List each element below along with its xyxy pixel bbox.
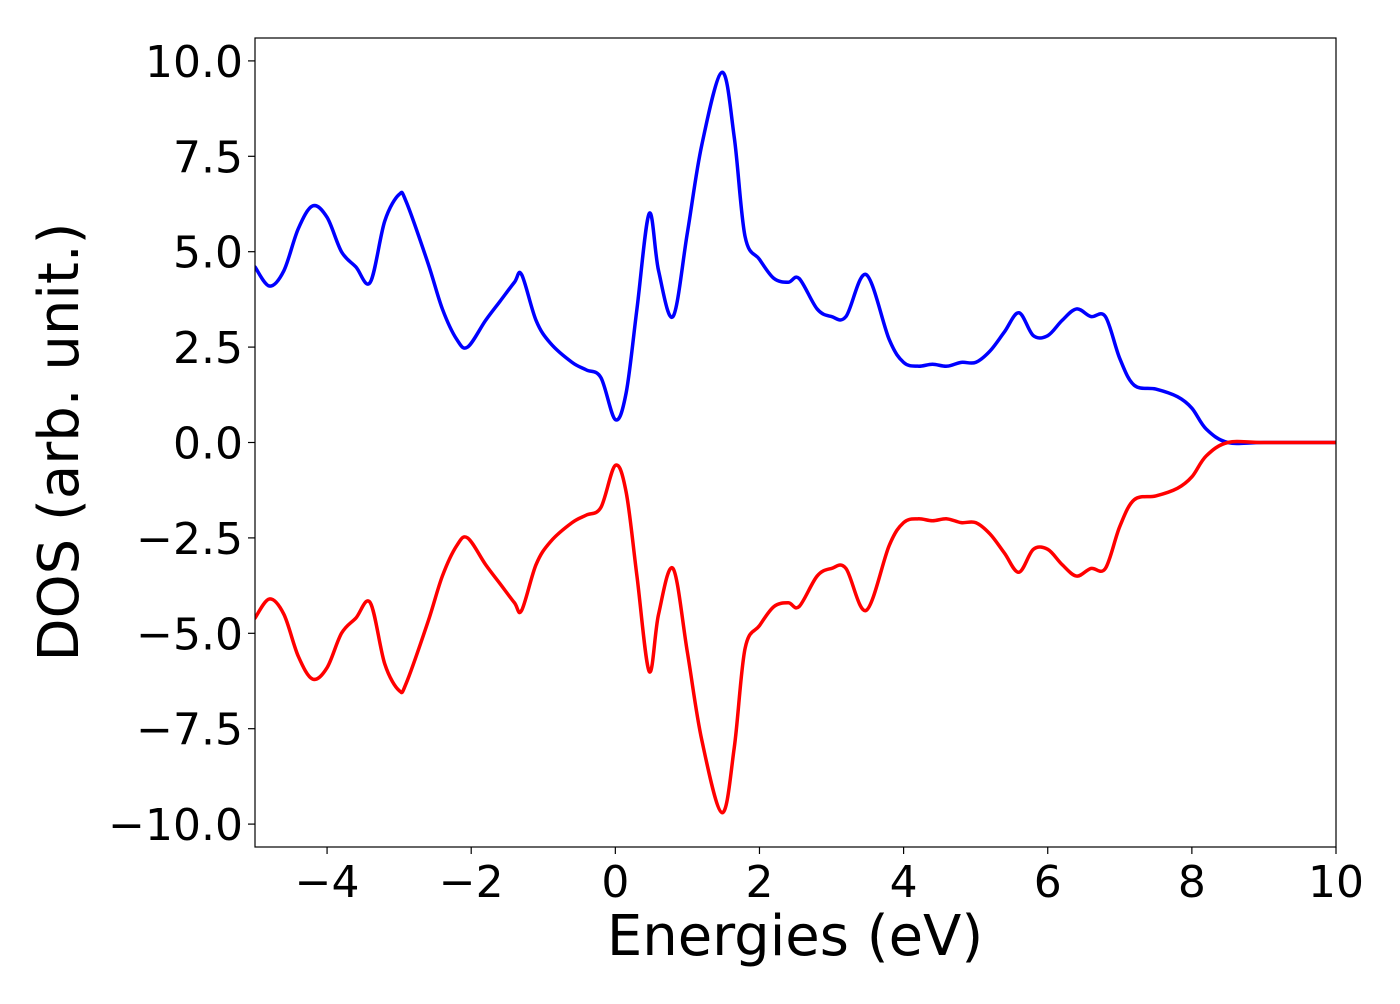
y-tick-label: 2.5 (173, 323, 243, 374)
series-layer (255, 70, 1336, 815)
series-line-red (255, 439, 1336, 815)
y-tick-label: −10.0 (108, 800, 243, 851)
plot-frame (254, 37, 1337, 848)
y-axis-ticks: 10.0 7.5 5.0 2.5 0.0 −2.5 −5.0 −7.5 −10.0 (108, 37, 255, 851)
x-tick-label: 8 (1178, 857, 1206, 908)
x-tick-label: −2 (439, 857, 504, 908)
x-axis-ticks: −4 −2 0 2 4 6 8 10 (295, 847, 1364, 908)
x-tick-label: 2 (745, 857, 773, 908)
y-tick-label: 5.0 (173, 228, 243, 279)
y-tick-label: 7.5 (173, 132, 243, 183)
x-tick-label: 10 (1308, 857, 1364, 908)
y-tick-label: −5.0 (136, 609, 243, 660)
y-tick-label: −7.5 (136, 705, 243, 756)
y-tick-label: −2.5 (136, 514, 243, 565)
y-tick-label: 10.0 (145, 37, 243, 88)
x-tick-label: −4 (295, 857, 360, 908)
y-axis-label: DOS (arb. unit.) (27, 222, 92, 661)
y-tick-label: 0.0 (173, 419, 243, 470)
x-tick-label: 6 (1034, 857, 1062, 908)
x-tick-label: 4 (890, 857, 918, 908)
x-tick-label: 0 (601, 857, 629, 908)
x-axis-label: Energies (eV) (607, 904, 983, 969)
series-line-blue (255, 70, 1336, 446)
